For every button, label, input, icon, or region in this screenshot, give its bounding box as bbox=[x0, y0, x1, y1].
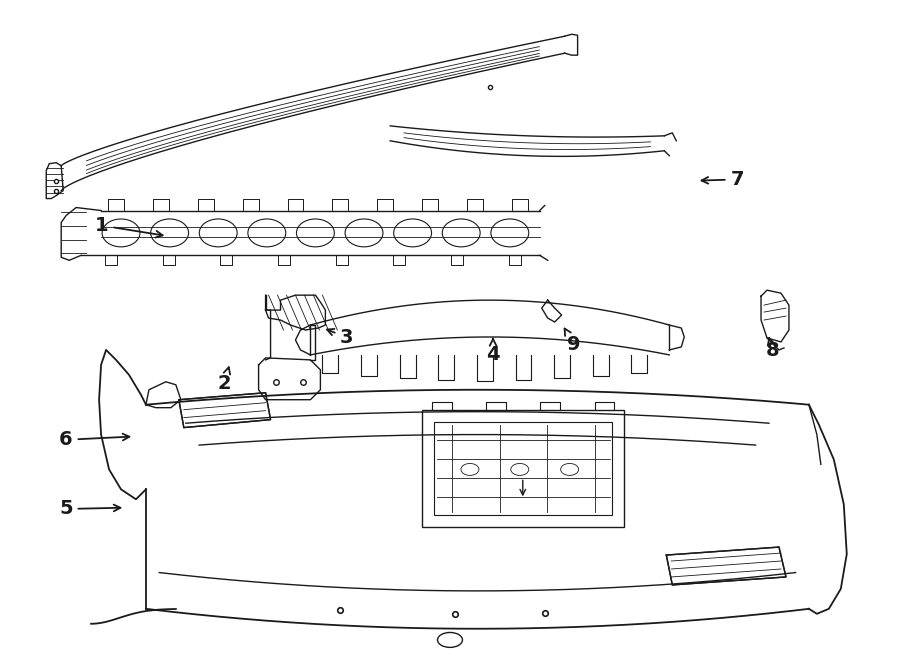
Text: 2: 2 bbox=[217, 367, 230, 393]
Text: 8: 8 bbox=[766, 338, 779, 360]
Text: 5: 5 bbox=[59, 500, 121, 518]
Polygon shape bbox=[666, 547, 786, 585]
Text: 6: 6 bbox=[59, 430, 130, 449]
Text: 1: 1 bbox=[95, 216, 163, 238]
Text: 3: 3 bbox=[327, 328, 354, 347]
Text: 9: 9 bbox=[564, 328, 580, 354]
Text: 7: 7 bbox=[701, 170, 744, 189]
Bar bbox=[434, 422, 613, 515]
Polygon shape bbox=[179, 393, 271, 428]
Text: 4: 4 bbox=[486, 338, 500, 363]
Bar bbox=[422, 410, 625, 527]
